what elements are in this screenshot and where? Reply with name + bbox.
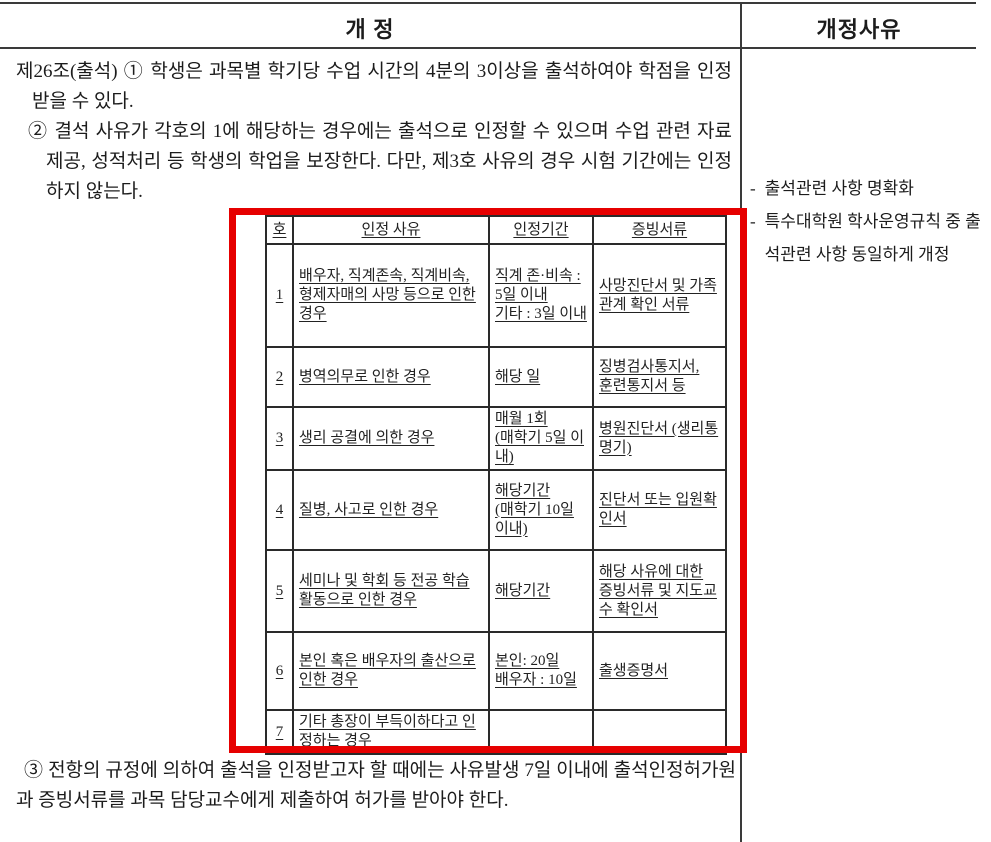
clause-3-text: ③ 전항의 규정에 의하여 출석을 인정받고자 할 때에는 사유발생 7일 이내… — [16, 760, 736, 811]
col-header-docs: 증빙서류 — [592, 215, 727, 245]
amendment-clauses: 제26조(출석) ① 학생은 과목별 학기당 수업 시간의 4분의 3이상을 출… — [8, 57, 732, 207]
cell-period: 해당기간 (매학기 10일 이내) — [488, 469, 594, 551]
cell-period: 직계 존·비속 : 5일 이내 기타 : 3일 이내 — [488, 243, 594, 348]
col-header-period: 인정기간 — [488, 215, 594, 245]
amendment-reason-list: - 출석관련 사항 명확화 - 특수대학원 학사운영규칙 중 출석관련 사항 동… — [746, 172, 986, 271]
col-header-no: 호 — [265, 215, 294, 245]
table-row: 4 질병, 사고로 인한 경우 해당기간 (매학기 10일 이내) 진단서 또는… — [265, 469, 727, 551]
cell-no: 3 — [265, 406, 294, 471]
cell-docs: 사망진단서 및 가족관계 확인 서류 — [592, 243, 727, 348]
amendment-column-header: 개 정 — [345, 17, 395, 42]
cell-no: 7 — [265, 709, 294, 755]
table-row: 1 배우자, 직계존속, 직계비속, 형제자매의 사망 등으로 인한 경우 직계… — [265, 243, 727, 348]
cell-reason: 기타 총장이 부득이하다고 인정하는 경우 — [292, 709, 490, 755]
cell-period: 해당기간 — [488, 549, 594, 633]
table-row: 6 본인 혹은 배우자의 출산으로 인한 경우 본인: 20일 배우자 : 10… — [265, 631, 727, 711]
clause-1-text: 제26조(출석) ① 학생은 과목별 학기당 수업 시간의 4분의 3이상을 출… — [16, 61, 732, 112]
cell-reason: 본인 혹은 배우자의 출산으로 인한 경우 — [292, 631, 490, 711]
cell-docs: 출생증명서 — [592, 631, 727, 711]
cell-docs: 병원진단서 (생리통 명기) — [592, 406, 727, 471]
cell-docs — [592, 709, 727, 755]
cell-reason: 세미나 및 학회 등 전공 학습활동으로 인한 경우 — [292, 549, 490, 633]
cell-reason: 질병, 사고로 인한 경우 — [292, 469, 490, 551]
col-header-reason: 인정 사유 — [292, 215, 490, 245]
cell-period — [488, 709, 594, 755]
cell-reason: 병역의무로 인한 경우 — [292, 346, 490, 408]
cell-period: 본인: 20일 배우자 : 10일 — [488, 631, 594, 711]
cell-no: 1 — [265, 243, 294, 348]
dash-bullet-icon: - — [750, 212, 756, 231]
reason-item-text: 출석관련 사항 명확화 — [764, 179, 914, 198]
cell-no: 2 — [265, 346, 294, 408]
cell-docs: 해당 사유에 대한 증빙서류 및 지도교수 확인서 — [592, 549, 727, 633]
cell-no: 5 — [265, 549, 294, 633]
header-bottom-rule — [0, 47, 976, 49]
reason-item-text: 특수대학원 학사운영규칙 중 출석관련 사항 동일하게 개정 — [764, 212, 981, 264]
dash-bullet-icon: - — [750, 179, 756, 198]
reason-list-item: - 출석관련 사항 명확화 — [746, 172, 986, 205]
top-border-rule — [0, 2, 976, 4]
table-header-row: 호 인정 사유 인정기간 증빙서류 — [265, 215, 727, 245]
cell-no: 6 — [265, 631, 294, 711]
cell-docs: 징병검사통지서, 훈련통지서 등 — [592, 346, 727, 408]
table-row: 5 세미나 및 학회 등 전공 학습활동으로 인한 경우 해당기간 해당 사유에… — [265, 549, 727, 633]
clause-2-text: ② 결석 사유가 각호의 1에 해당하는 경우에는 출석으로 인정할 수 있으며… — [28, 121, 732, 202]
table-row: 2 병역의무로 인한 경우 해당 일 징병검사통지서, 훈련통지서 등 — [265, 346, 727, 408]
reason-list-item: - 특수대학원 학사운영규칙 중 출석관련 사항 동일하게 개정 — [746, 205, 986, 271]
cell-no: 4 — [265, 469, 294, 551]
cell-period: 매월 1회 (매학기 5일 이내) — [488, 406, 594, 471]
attendance-recognition-table: 호 인정 사유 인정기간 증빙서류 1 배우자, 직계존속, 직계비속, 형제자… — [265, 215, 727, 755]
cell-docs: 진단서 또는 입원확인서 — [592, 469, 727, 551]
reason-column-header: 개정사유 — [816, 17, 902, 42]
column-divider — [740, 2, 742, 842]
table-row: 3 생리 공결에 의한 경우 매월 1회 (매학기 5일 이내) 병원진단서 (… — [265, 406, 727, 471]
cell-period: 해당 일 — [488, 346, 594, 408]
cell-reason: 배우자, 직계존속, 직계비속, 형제자매의 사망 등으로 인한 경우 — [292, 243, 490, 348]
cell-reason: 생리 공결에 의한 경우 — [292, 406, 490, 471]
table-row: 7 기타 총장이 부득이하다고 인정하는 경우 — [265, 709, 727, 755]
